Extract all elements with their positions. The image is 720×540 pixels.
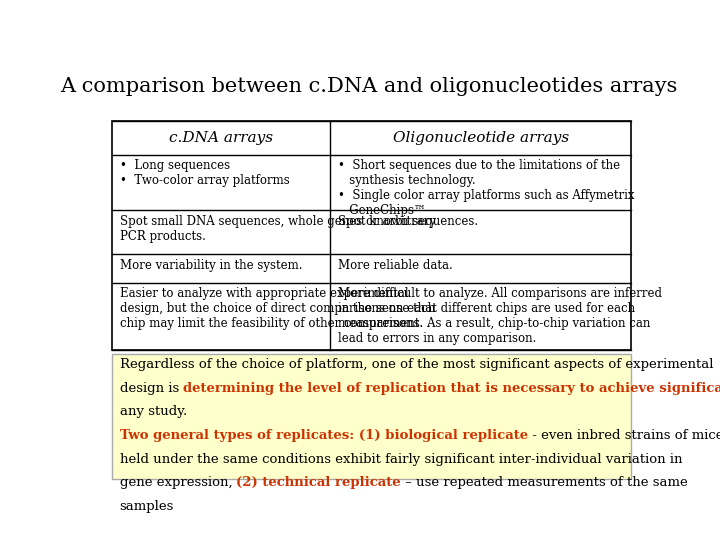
- Text: design is: design is: [120, 382, 183, 395]
- Text: Two general types of replicates: (1) biological replicate: Two general types of replicates: (1) bio…: [120, 429, 528, 442]
- Text: determining the level of replication that is necessary to achieve significance: determining the level of replication tha…: [183, 382, 720, 395]
- Text: - even inbred strains of mice: - even inbred strains of mice: [528, 429, 720, 442]
- Text: Regardless of the choice of platform, one of the most significant aspects of exp: Regardless of the choice of platform, on…: [120, 358, 713, 371]
- Bar: [112, 354, 631, 478]
- Text: Easier to analyze with appropriate experimental
design, but the choice of direct: Easier to analyze with appropriate exper…: [120, 287, 435, 330]
- Text: Spot small DNA sequences, whole genes or arbitrary
PCR products.: Spot small DNA sequences, whole genes or…: [120, 214, 436, 242]
- Text: samples: samples: [120, 500, 174, 513]
- Bar: [112, 121, 631, 349]
- Text: More reliable data.: More reliable data.: [338, 259, 452, 272]
- Text: gene expression,: gene expression,: [120, 476, 236, 489]
- Text: – use repeated measurements of the same: – use repeated measurements of the same: [401, 476, 688, 489]
- Text: (2) technical replicate: (2) technical replicate: [236, 476, 401, 489]
- Text: •  Short sequences due to the limitations of the
   synthesis technology.
•  Sin: • Short sequences due to the limitations…: [338, 159, 634, 217]
- Text: More variability in the system.: More variability in the system.: [120, 259, 302, 272]
- Text: Oligonucleotide arrays: Oligonucleotide arrays: [392, 131, 569, 145]
- Text: held under the same conditions exhibit fairly significant inter-individual varia: held under the same conditions exhibit f…: [120, 453, 682, 465]
- Text: c.DNA arrays: c.DNA arrays: [169, 131, 274, 145]
- Text: Spot known sequences.: Spot known sequences.: [338, 214, 477, 227]
- Text: A comparison between c.DNA and oligonucleotides arrays: A comparison between c.DNA and oligonucl…: [60, 77, 678, 96]
- Text: any study.: any study.: [120, 406, 186, 419]
- Text: More difficult to analyze. All comparisons are inferred
in the sense that differ: More difficult to analyze. All compariso…: [338, 287, 662, 345]
- Text: •  Long sequences
•  Two-color array platforms: • Long sequences • Two-color array platf…: [120, 159, 289, 187]
